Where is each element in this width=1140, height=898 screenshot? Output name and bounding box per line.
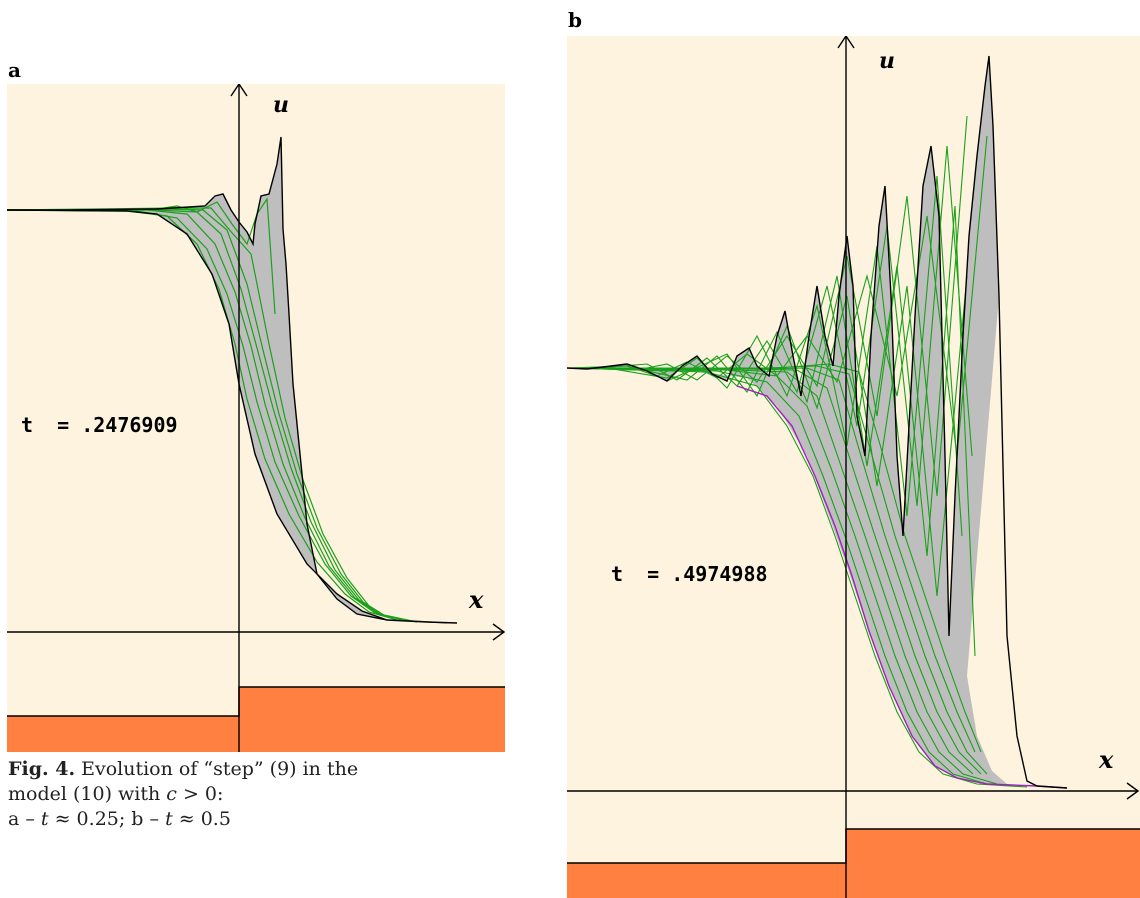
panel-b-current-outline	[567, 55, 1068, 789]
panel-a-current-outline	[7, 136, 388, 621]
caption-line-2: model (10) with c > 0:	[8, 782, 488, 807]
panel-b-plot: u x t = .4974988	[567, 36, 1140, 898]
caption-var-t2: t	[165, 808, 173, 830]
caption-text-2b: > 0:	[176, 783, 224, 805]
panel-a-step-right	[239, 687, 505, 752]
panel-b-evolution-curves	[567, 115, 1028, 788]
panel-b-envelope	[567, 56, 1067, 788]
panel-a-time-label: t = .2476909	[21, 413, 178, 437]
panel-a-x-arrow	[492, 623, 506, 641]
panel-a-envelope	[7, 137, 457, 623]
caption-text-1: Evolution of “step” (9) in the	[75, 758, 359, 780]
panel-b-time-label: t = .4974988	[611, 562, 768, 586]
panel-b-u-label: u	[879, 48, 895, 74]
caption-figure-number: Fig. 4.	[8, 758, 76, 780]
panel-b-initial-outline	[736, 385, 1068, 789]
caption-text-3b: ≈ 0.25; b –	[48, 808, 166, 830]
panel-b-step-right	[846, 829, 1140, 898]
panel-b-u-arrow	[837, 36, 855, 49]
panel-b-step-left	[567, 863, 846, 898]
panel-a-letter: a	[8, 58, 21, 82]
panel-a-u-label: u	[273, 92, 289, 118]
panel-b-letter: b	[568, 8, 582, 32]
caption-line-1: Fig. 4. Evolution of “step” (9) in the	[8, 757, 488, 782]
caption-line-3: a – t ≈ 0.25; b – t ≈ 0.5	[8, 807, 488, 832]
panel-a-x-label: x	[468, 585, 484, 614]
panel-a-evolution-curves	[7, 197, 448, 624]
caption-text-2a: model (10) with	[8, 783, 167, 805]
caption-var-c: c	[166, 783, 177, 805]
caption-text-3c: ≈ 0.5	[172, 808, 231, 830]
panel-a-u-arrow	[230, 84, 248, 97]
panel-b-x-arrow	[1126, 782, 1140, 800]
caption-text-3a: a –	[8, 808, 41, 830]
panel-b-x-label: x	[1098, 745, 1114, 774]
figure-caption: Fig. 4. Evolution of “step” (9) in the m…	[8, 757, 488, 832]
panel-a-step-left	[7, 716, 239, 752]
panel-a-initial-outline	[7, 209, 458, 624]
panel-a-plot: u x t = .2476909	[7, 84, 506, 752]
caption-var-t1: t	[40, 808, 49, 830]
